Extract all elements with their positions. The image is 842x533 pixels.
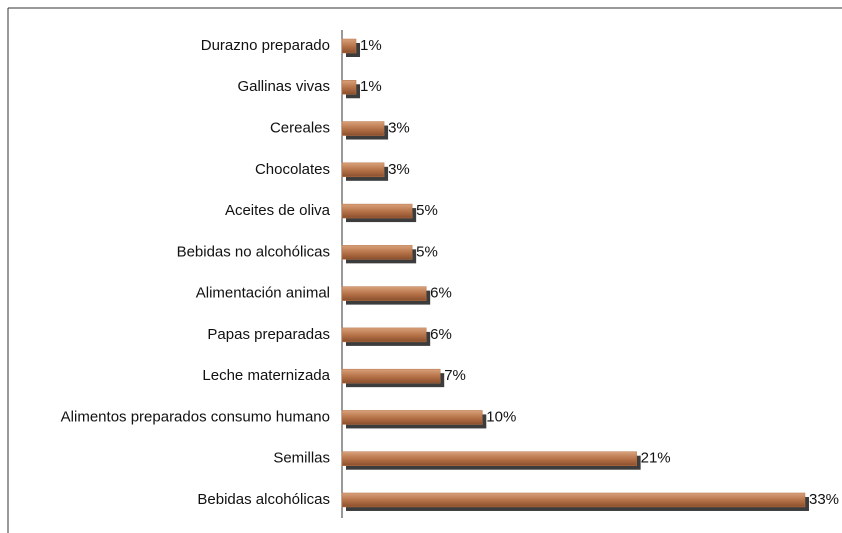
value-label: 7% <box>444 367 466 384</box>
value-label: 5% <box>416 202 438 219</box>
value-label: 6% <box>430 326 452 343</box>
value-label: 3% <box>388 120 410 137</box>
bar <box>341 410 483 425</box>
category-label: Bebidas alcohólicas <box>197 491 330 508</box>
category-label: Alimentos preparados consumo humano <box>61 408 330 425</box>
category-label: Gallinas vivas <box>237 78 330 95</box>
value-label: 21% <box>641 450 671 467</box>
value-label: 1% <box>360 37 382 54</box>
category-label: Alimentación animal <box>196 285 330 302</box>
bar <box>341 492 806 508</box>
value-label: 5% <box>416 243 438 260</box>
bar <box>341 451 637 466</box>
bar <box>341 327 427 343</box>
category-label: Durazno preparado <box>201 37 330 54</box>
bar <box>341 121 385 136</box>
value-label: 1% <box>360 78 382 95</box>
value-label: 6% <box>430 285 452 302</box>
category-label: Bebidas no alcohólicas <box>177 243 330 260</box>
value-label: 10% <box>486 408 516 425</box>
category-label: Papas preparadas <box>207 326 330 343</box>
bar <box>341 286 427 301</box>
value-label: 3% <box>388 161 410 178</box>
bar <box>341 80 357 95</box>
bar <box>341 38 357 54</box>
bar <box>341 368 441 384</box>
category-label: Aceites de oliva <box>225 202 331 219</box>
category-label: Leche maternizada <box>202 367 330 384</box>
category-label: Semillas <box>273 450 330 467</box>
value-label: 33% <box>809 491 839 508</box>
bar <box>341 203 413 219</box>
category-label: Chocolates <box>255 161 330 178</box>
bar <box>341 162 385 178</box>
bar <box>341 245 413 260</box>
category-label: Cereales <box>270 120 330 137</box>
